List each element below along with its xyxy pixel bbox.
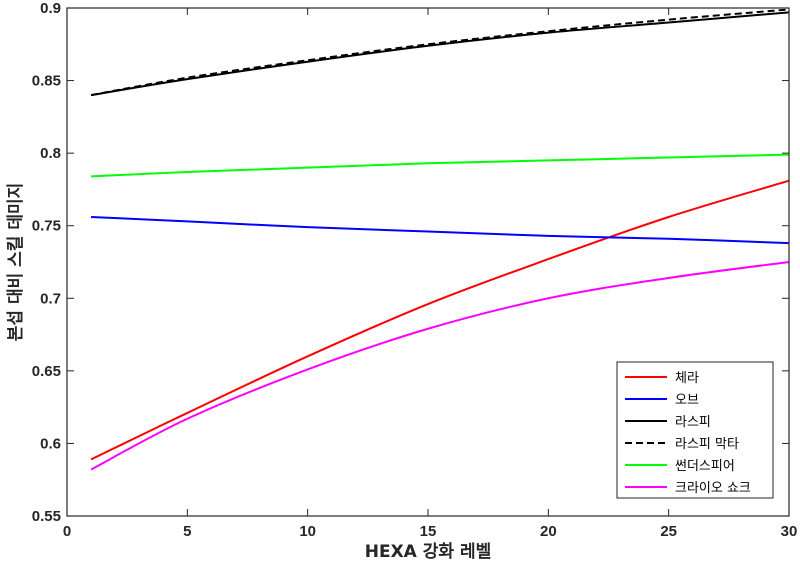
x-tick-label: 25 — [660, 523, 677, 540]
ticks-layer: 0 5 10 15 20 25 30 0.55 0.6 0.65 0.7 0.75 0.8 0.85 0.9 — [32, 0, 798, 540]
x-tick-label: 0 — [63, 523, 71, 540]
y-tick-label: 0.65 — [32, 363, 61, 380]
y-tick-label: 0.6 — [40, 435, 61, 452]
series-line-5 — [91, 153, 790, 178]
x-axis-label: HEXA 강화 레벨 — [365, 542, 492, 562]
legend-label: 라스피 막타 — [675, 437, 739, 452]
y-tick-label: 0.75 — [32, 218, 61, 235]
legend-label: 라스피 — [675, 415, 711, 430]
series-line-1 — [90, 179, 790, 461]
y-tick-label: 0.55 — [32, 508, 61, 525]
y-tick-label: 0.7 — [40, 290, 61, 307]
legend-box — [616, 361, 774, 499]
series-line-2 — [91, 216, 790, 245]
y-axis-label: 본섭 대비 스킬 데미지 — [6, 183, 26, 342]
series-line-6 — [90, 261, 790, 471]
x-tick-label: 20 — [540, 523, 557, 540]
x-tick-label: 15 — [420, 523, 437, 540]
x-tick-label: 10 — [299, 523, 316, 540]
x-tick-label: 5 — [183, 523, 191, 540]
series-layer — [90, 8, 790, 471]
legend-label: 오브 — [675, 393, 699, 408]
y-tick-label: 0.85 — [32, 73, 61, 90]
y-tick-label: 0.9 — [40, 0, 61, 17]
legend-label: 체라 — [675, 371, 699, 386]
legend-label: 썬더스피어 — [675, 459, 735, 474]
x-tick-label: 30 — [781, 523, 798, 540]
legend-label: 크라이오 쇼크 — [675, 481, 751, 496]
y-tick-label: 0.8 — [40, 145, 61, 162]
series-line-3 — [90, 11, 790, 97]
series-line-4 — [90, 8, 790, 97]
